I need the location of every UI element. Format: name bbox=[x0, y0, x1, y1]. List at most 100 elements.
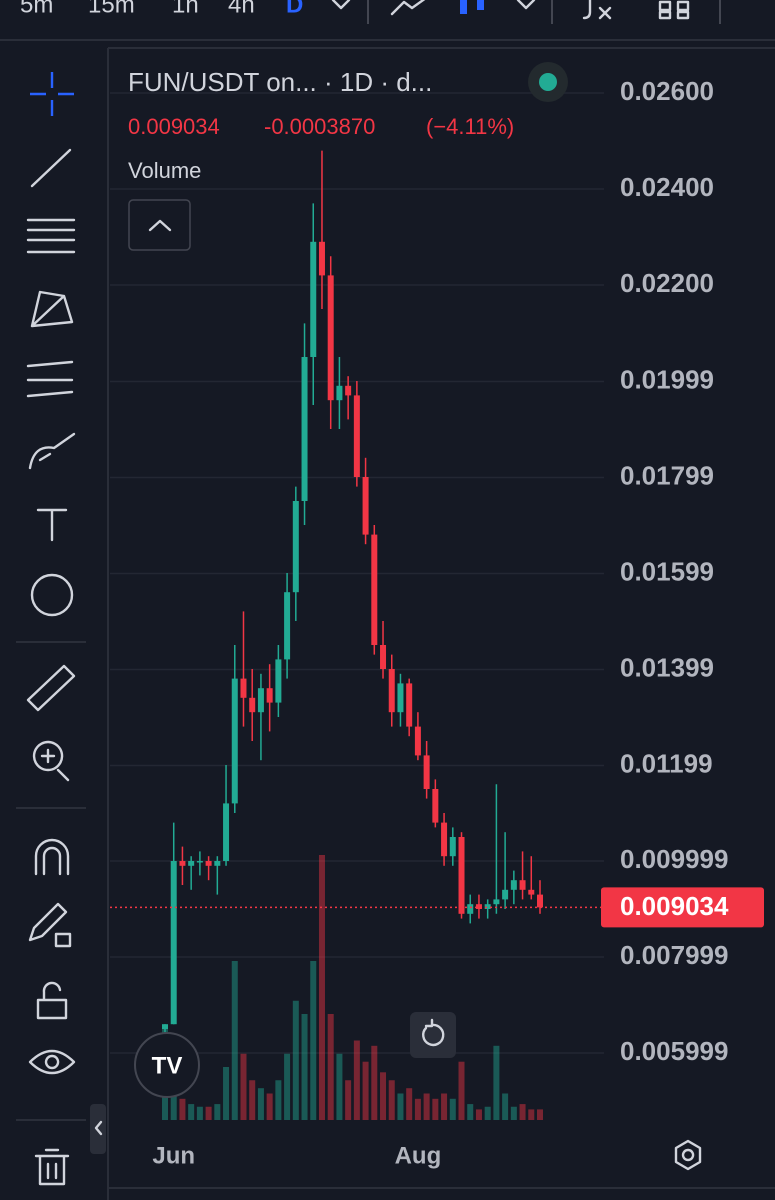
zoom-icon[interactable] bbox=[32, 740, 70, 782]
reset-icon bbox=[422, 1018, 445, 1047]
volume-bar bbox=[249, 1080, 256, 1120]
candle-body bbox=[371, 534, 378, 645]
interval[interactable]: 4h bbox=[228, 0, 255, 18]
price-change-pct: (−4.11%) bbox=[426, 114, 514, 139]
interval[interactable]: 1h bbox=[172, 0, 199, 18]
candle-body bbox=[467, 904, 474, 914]
dropdown-icon[interactable] bbox=[331, 0, 351, 10]
candle-body bbox=[223, 803, 230, 861]
candle-body bbox=[292, 501, 299, 593]
candle-body bbox=[170, 861, 177, 1025]
candle-style-icon[interactable] bbox=[460, 0, 484, 14]
candle-body bbox=[345, 385, 352, 396]
candle-body bbox=[318, 241, 325, 276]
volume-bar bbox=[231, 961, 238, 1120]
interval[interactable]: 5m bbox=[20, 0, 53, 18]
reset-button[interactable] bbox=[410, 1012, 456, 1058]
volume-bar bbox=[371, 1045, 378, 1120]
candle-body bbox=[414, 726, 421, 756]
volume-bar bbox=[310, 961, 317, 1120]
symbol-title: FUN/USDT on... · 1D · d... bbox=[128, 67, 432, 97]
ruler-icon[interactable] bbox=[26, 664, 76, 712]
volume-bar bbox=[205, 1106, 212, 1120]
volume-bar bbox=[275, 1080, 282, 1120]
volume-bar bbox=[179, 1098, 186, 1120]
lock-icon[interactable] bbox=[36, 981, 68, 1020]
volume-bar bbox=[406, 1088, 413, 1120]
price-change: -0.0003870 bbox=[264, 114, 375, 139]
plot bbox=[110, 150, 604, 1120]
candle-body bbox=[432, 789, 439, 823]
volume-bar bbox=[475, 1109, 482, 1120]
candle-body bbox=[327, 275, 334, 401]
interval[interactable]: 15m bbox=[88, 0, 135, 18]
layout-icon[interactable] bbox=[658, 0, 690, 20]
candle-body bbox=[528, 889, 535, 895]
interval-active[interactable]: D bbox=[286, 0, 303, 18]
settings-icon[interactable] bbox=[674, 1139, 702, 1171]
volume-bar bbox=[292, 1000, 299, 1120]
crosshair-icon[interactable] bbox=[30, 72, 74, 116]
last-price-label: 0.009034 bbox=[620, 891, 729, 921]
candle-body bbox=[519, 880, 526, 890]
volume-bar bbox=[345, 1080, 352, 1120]
y-tick-label: 0.01799 bbox=[620, 460, 714, 490]
candle-body bbox=[275, 659, 282, 703]
y-tick-label: 0.01399 bbox=[620, 652, 714, 682]
visibility-icon[interactable] bbox=[28, 1049, 76, 1075]
volume-bar bbox=[493, 1045, 500, 1120]
candle-body bbox=[196, 861, 203, 863]
candle-body bbox=[458, 837, 465, 914]
last-price: 0.009034 bbox=[128, 114, 220, 139]
volume-bar bbox=[170, 1093, 177, 1120]
volume-bar bbox=[441, 1093, 448, 1120]
brush-icon[interactable] bbox=[28, 432, 76, 470]
line-style-icon[interactable] bbox=[390, 0, 426, 16]
volume-bar bbox=[528, 1109, 535, 1120]
candle-body bbox=[484, 904, 491, 909]
volume-bar bbox=[432, 1098, 439, 1120]
volume-bar bbox=[240, 1053, 247, 1120]
volume-bar bbox=[388, 1080, 395, 1120]
top-toolbar: 5m 15m 1h 4h D bbox=[0, 0, 775, 41]
volume-bar bbox=[467, 1104, 474, 1120]
text-icon[interactable] bbox=[36, 508, 68, 542]
volume-bar bbox=[414, 1098, 421, 1120]
candle-body bbox=[266, 688, 273, 703]
delete-icon[interactable] bbox=[34, 1148, 70, 1186]
fib-icon[interactable] bbox=[26, 218, 76, 254]
candle-body bbox=[162, 1024, 168, 1029]
lock-drawing-icon[interactable] bbox=[28, 902, 72, 948]
tv-logo[interactable] bbox=[134, 1032, 200, 1098]
candle-body bbox=[449, 837, 456, 857]
volume-bar bbox=[266, 1093, 273, 1120]
collapse-arrow bbox=[148, 219, 172, 232]
candle-body bbox=[353, 395, 360, 477]
candle-body bbox=[397, 683, 404, 713]
collapse-button[interactable] bbox=[128, 199, 191, 251]
volume-bar bbox=[449, 1098, 456, 1120]
y-tick-label: 0.005999 bbox=[620, 1036, 728, 1066]
magnet-icon[interactable] bbox=[34, 838, 70, 876]
emoji-icon[interactable] bbox=[30, 573, 74, 617]
volume-label: Volume bbox=[128, 158, 201, 183]
pattern-icon[interactable] bbox=[30, 290, 74, 328]
volume-bar bbox=[380, 1072, 387, 1120]
left-toolbar bbox=[0, 48, 102, 1200]
x-tick-label: Aug bbox=[395, 1142, 442, 1169]
candle-body bbox=[502, 889, 509, 900]
candle-body bbox=[493, 899, 500, 905]
y-tick-label: 0.01999 bbox=[620, 364, 714, 394]
candle-body bbox=[205, 861, 212, 866]
candle-body bbox=[510, 880, 517, 890]
candle-body bbox=[214, 861, 221, 866]
indicators-icon[interactable] bbox=[582, 0, 612, 20]
candle-body bbox=[423, 755, 430, 789]
y-tick-label: 0.02200 bbox=[620, 268, 714, 298]
prediction-icon[interactable] bbox=[26, 360, 74, 398]
volume-bar bbox=[353, 1040, 360, 1120]
dropdown-icon[interactable] bbox=[516, 0, 536, 10]
trendline-icon[interactable] bbox=[30, 148, 72, 188]
